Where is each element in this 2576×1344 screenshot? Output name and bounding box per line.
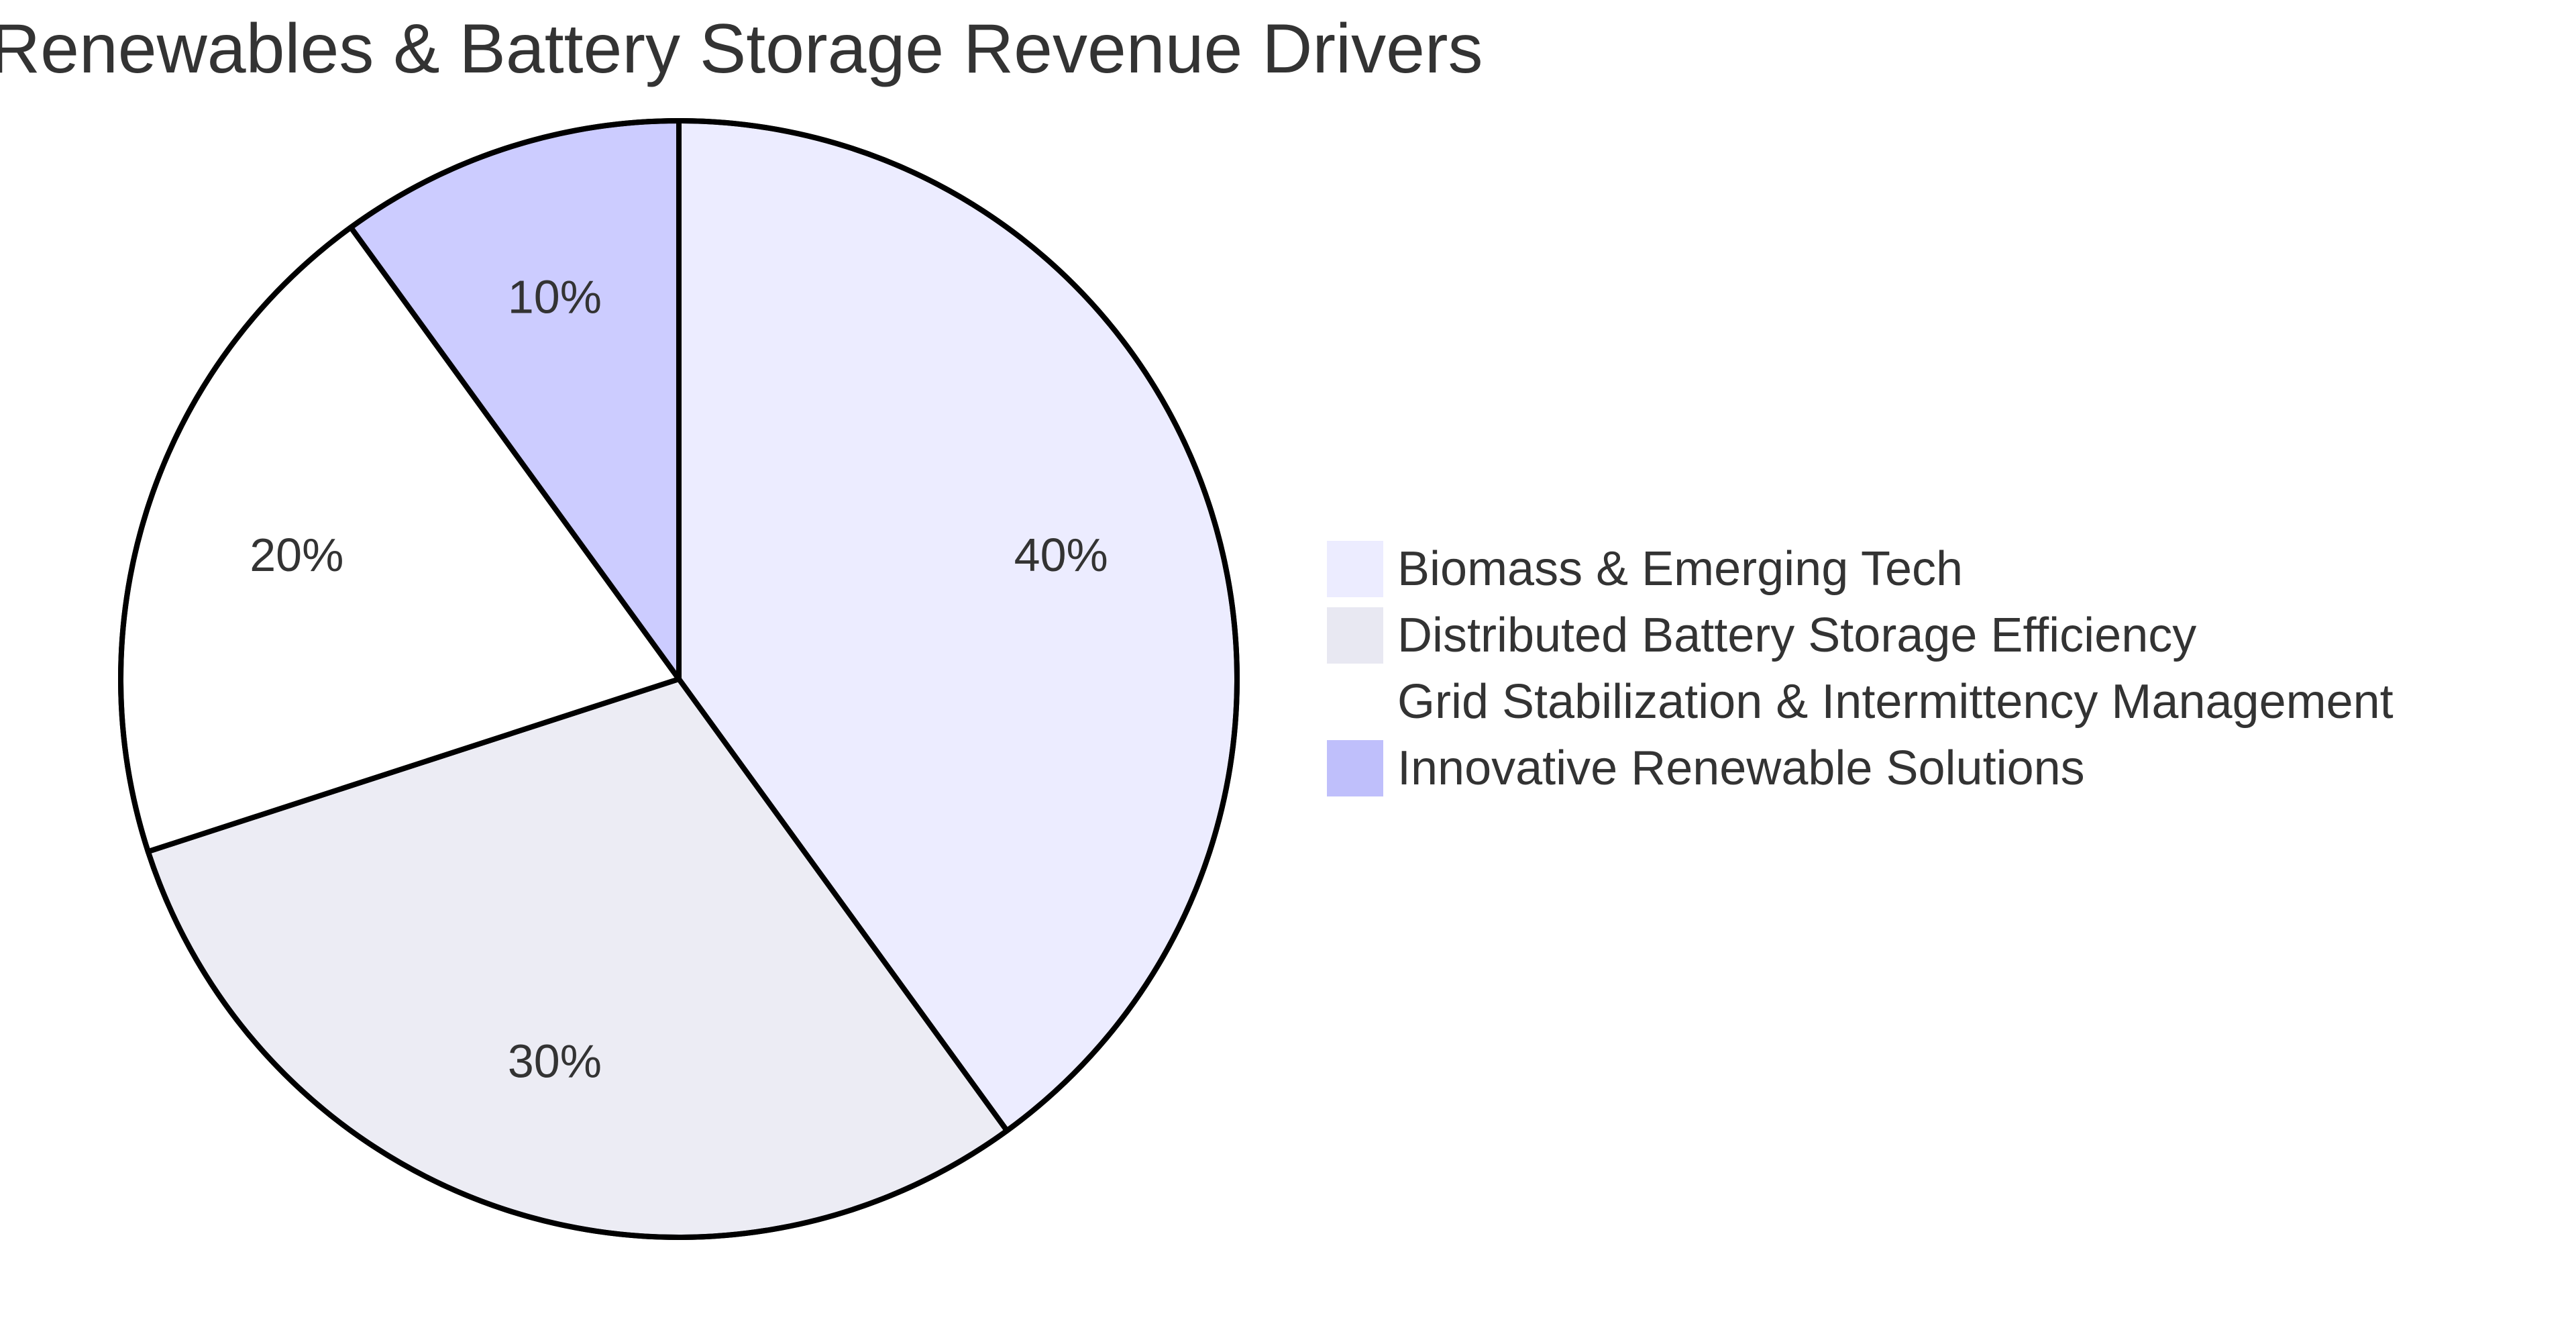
legend-swatch-grid-stabilization-and-intermittency-management — [1327, 674, 1383, 730]
legend-label-grid-stabilization-and-intermittency-management: Grid Stabilization & Intermittency Manag… — [1397, 675, 2394, 729]
pie-outline — [118, 118, 1240, 1240]
legend-swatch-innovative-renewable-solutions — [1327, 740, 1383, 796]
legend-label-innovative-renewable-solutions: Innovative Renewable Solutions — [1397, 741, 2085, 795]
chart-title: Renewables & Battery Storage Revenue Dri… — [0, 10, 1483, 88]
legend-label-biomass-and-emerging-tech: Biomass & Emerging Tech — [1397, 542, 1963, 596]
slice-label-innovative-renewable-solutions: 10% — [508, 270, 602, 323]
slice-label-biomass-and-emerging-tech: 40% — [1014, 529, 1108, 581]
legend-swatch-distributed-battery-storage-efficiency — [1327, 607, 1383, 664]
slice-label-grid-stabilization-and-intermittency-management: 20% — [250, 529, 343, 581]
slice-labels: 40% 30% 20% 10% — [250, 270, 1108, 1087]
legend: Biomass & Emerging Tech Distributed Batte… — [1327, 541, 2394, 796]
legend-label-distributed-battery-storage-efficiency: Distributed Battery Storage Efficiency — [1397, 609, 2196, 662]
legend-swatch-biomass-and-emerging-tech — [1327, 541, 1383, 597]
pie-slices — [118, 118, 1240, 1240]
slice-label-distributed-battery-storage-efficiency: 30% — [508, 1035, 602, 1088]
